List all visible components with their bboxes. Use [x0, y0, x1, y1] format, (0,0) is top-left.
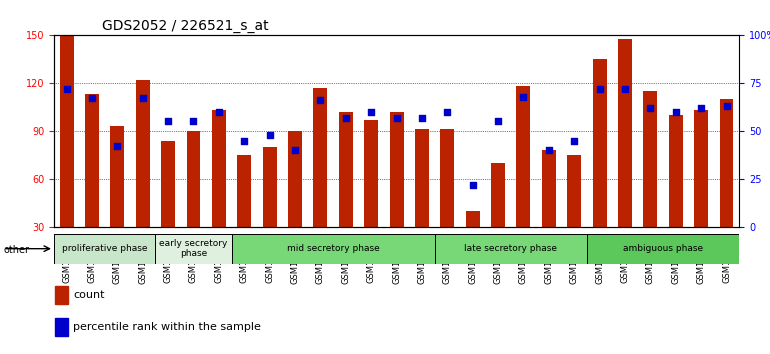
Bar — [186, 131, 200, 227]
Bar — [110, 126, 124, 227]
Bar — [161, 141, 175, 227]
Point — [238, 138, 250, 143]
Point — [60, 86, 72, 92]
Point — [543, 147, 555, 153]
Bar — [542, 150, 556, 227]
Point — [340, 115, 352, 120]
Bar — [232, 234, 434, 264]
Text: early secretory
phase: early secretory phase — [159, 239, 228, 258]
Point — [467, 182, 479, 187]
Point — [390, 115, 403, 120]
Bar — [669, 115, 683, 227]
Bar — [694, 110, 708, 227]
Text: ambiguous phase: ambiguous phase — [623, 244, 703, 253]
Bar — [618, 39, 632, 227]
Point — [568, 138, 581, 143]
Bar — [587, 234, 739, 264]
Bar — [212, 110, 226, 227]
Point — [289, 147, 301, 153]
Point — [619, 86, 631, 92]
Bar — [364, 120, 378, 227]
Bar — [339, 112, 353, 227]
Bar — [466, 211, 480, 227]
Bar — [719, 99, 734, 227]
Point — [111, 143, 123, 149]
Text: late secretory phase: late secretory phase — [464, 244, 557, 253]
Bar — [136, 80, 149, 227]
Point — [162, 119, 174, 124]
Point — [416, 115, 428, 120]
Text: count: count — [73, 290, 105, 300]
Bar — [59, 35, 74, 227]
Point — [644, 105, 657, 111]
Point — [85, 96, 98, 101]
Point — [517, 94, 530, 99]
Point — [187, 119, 199, 124]
Bar — [440, 130, 454, 227]
Bar — [491, 163, 505, 227]
Point — [441, 109, 454, 115]
Bar — [263, 147, 276, 227]
Point — [670, 109, 682, 115]
Text: GDS2052 / 226521_s_at: GDS2052 / 226521_s_at — [102, 19, 269, 33]
Bar — [390, 112, 403, 227]
Point — [492, 119, 504, 124]
Point — [263, 132, 276, 138]
Point — [695, 105, 708, 111]
Bar — [85, 95, 99, 227]
Bar — [288, 131, 302, 227]
Text: proliferative phase: proliferative phase — [62, 244, 147, 253]
Bar — [54, 234, 156, 264]
Bar — [313, 88, 327, 227]
Point — [213, 109, 225, 115]
Bar — [434, 234, 587, 264]
Bar — [156, 234, 232, 264]
Bar — [415, 130, 429, 227]
Bar — [517, 86, 531, 227]
Text: other: other — [4, 245, 30, 255]
Text: percentile rank within the sample: percentile rank within the sample — [73, 322, 261, 332]
Point — [136, 96, 149, 101]
Bar — [55, 286, 68, 304]
Bar — [55, 318, 68, 336]
Point — [365, 109, 377, 115]
Bar — [593, 59, 607, 227]
Text: mid secretory phase: mid secretory phase — [286, 244, 380, 253]
Point — [594, 86, 606, 92]
Bar — [237, 155, 251, 227]
Point — [314, 98, 326, 103]
Bar — [644, 91, 658, 227]
Point — [721, 103, 733, 109]
Bar — [567, 155, 581, 227]
